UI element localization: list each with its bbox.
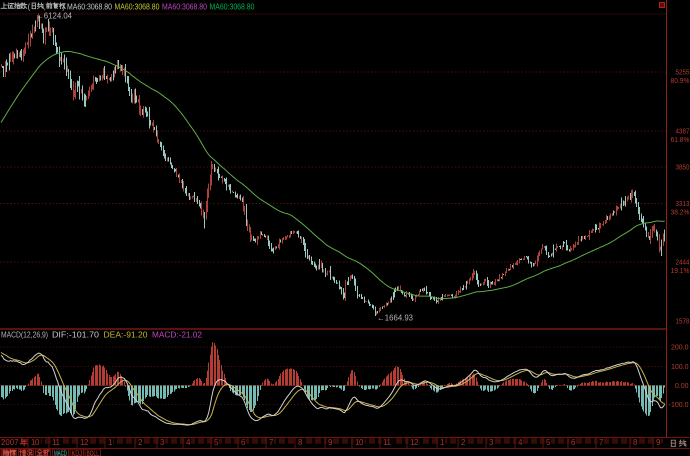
svg-text:10: 10 — [31, 438, 40, 447]
svg-text:4: 4 — [186, 438, 191, 447]
svg-text:5: 5 — [214, 438, 219, 447]
svg-text:7: 7 — [599, 438, 604, 447]
svg-text:KDJ: KDJ — [72, 448, 83, 456]
svg-text:MA60:3068.80: MA60:3068.80 — [210, 2, 255, 11]
svg-text:7: 7 — [269, 438, 274, 447]
svg-text:2444: 2444 — [676, 260, 690, 267]
svg-text:9: 9 — [656, 438, 661, 447]
svg-text:2: 2 — [138, 438, 143, 447]
svg-text:←1664.93: ←1664.93 — [377, 314, 414, 323]
svg-text:1: 1 — [440, 438, 445, 447]
svg-text:1: 1 — [108, 438, 113, 447]
svg-text:3: 3 — [160, 438, 165, 447]
svg-text:10: 10 — [355, 438, 364, 447]
svg-text:5: 5 — [546, 438, 551, 447]
svg-text:80.9%: 80.9% — [671, 78, 690, 85]
svg-text:MA60:3068.80: MA60:3068.80 — [67, 2, 112, 11]
svg-text:2007: 2007 — [1, 438, 19, 447]
svg-text:6: 6 — [241, 438, 246, 447]
svg-text:MACD:-21.02: MACD:-21.02 — [152, 331, 203, 340]
svg-text:3850: 3850 — [676, 165, 690, 172]
svg-text:2: 2 — [461, 438, 466, 447]
svg-text:9: 9 — [328, 438, 333, 447]
svg-text:5255: 5255 — [676, 70, 690, 77]
svg-text:DEA:-91.20: DEA:-91.20 — [104, 331, 149, 340]
svg-text:-100.0: -100.0 — [669, 402, 689, 409]
svg-text:4387: 4387 — [676, 129, 690, 136]
svg-text:MA60:3068.80: MA60:3068.80 — [115, 2, 160, 11]
svg-text:DIF:-101.70: DIF:-101.70 — [52, 331, 100, 340]
svg-text:←6124.04: ←6124.04 — [36, 12, 73, 21]
svg-text:MACD(12,26,9): MACD(12,26,9) — [1, 331, 48, 340]
svg-text:MACD: MACD — [54, 448, 67, 456]
svg-text:19.1%: 19.1% — [671, 268, 690, 275]
svg-text:3313: 3313 — [676, 201, 690, 208]
svg-text:12: 12 — [410, 438, 419, 447]
svg-text:12: 12 — [80, 438, 89, 447]
svg-text:11: 11 — [52, 438, 60, 447]
svg-text:MA60:3068.80: MA60:3068.80 — [162, 2, 207, 11]
svg-text:100.0: 100.0 — [671, 364, 689, 371]
svg-text:38.2%: 38.2% — [671, 209, 690, 216]
svg-text:): ) — [62, 2, 65, 11]
svg-text:0.00: 0.00 — [675, 383, 689, 390]
svg-text:8: 8 — [298, 438, 303, 447]
svg-text:1578: 1578 — [676, 319, 690, 326]
svg-text:4: 4 — [518, 438, 523, 447]
svg-text:BOLL: BOLL — [87, 448, 100, 456]
svg-text:8: 8 — [633, 438, 638, 447]
svg-text:,: , — [44, 2, 46, 11]
svg-text:6: 6 — [571, 438, 576, 447]
svg-text:3: 3 — [489, 438, 494, 447]
svg-text:(: ( — [28, 2, 31, 11]
svg-text:11: 11 — [383, 438, 391, 447]
svg-text:61.8%: 61.8% — [671, 137, 690, 144]
svg-text:200.0: 200.0 — [671, 345, 689, 352]
